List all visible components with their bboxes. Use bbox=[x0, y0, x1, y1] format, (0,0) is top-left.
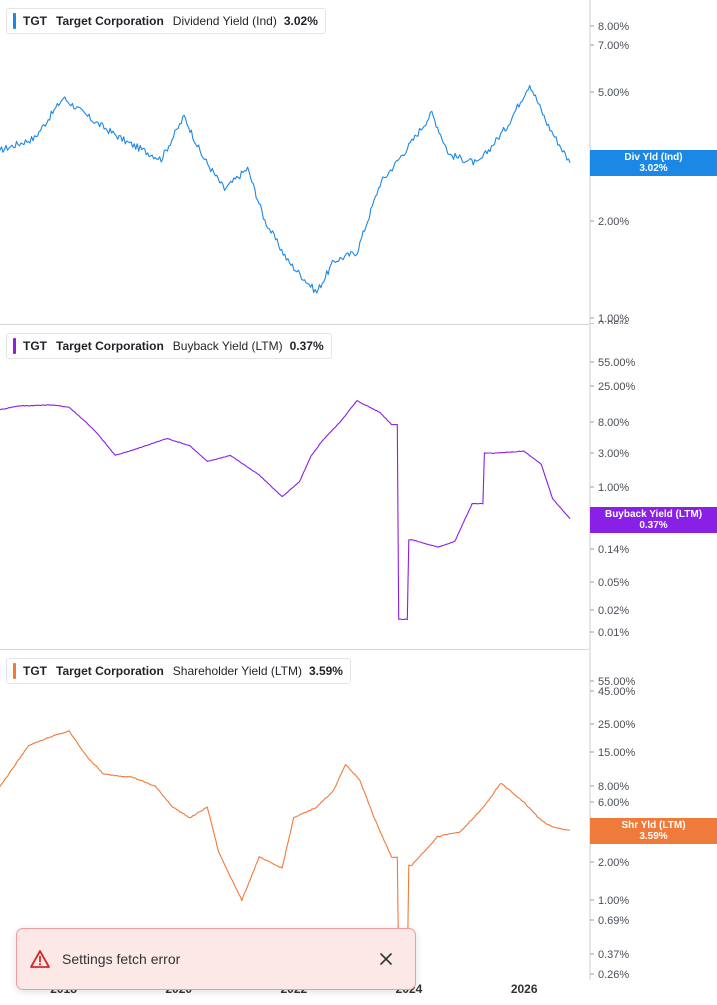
toast-message: Settings fetch error bbox=[62, 951, 181, 967]
legend-value: 0.37% bbox=[289, 339, 324, 353]
y-tick-label: 8.00% bbox=[598, 21, 629, 33]
shareholder-yield-panel: 55.00%45.00% 25.00% 15.00% 8.00% 6.00% 3.59% 2… bbox=[0, 650, 717, 980]
legend-metric: Dividend Yield (Ind) bbox=[172, 14, 277, 28]
y-tick-label: 0.37% bbox=[598, 949, 629, 961]
badge-value: 3.02% bbox=[639, 163, 668, 174]
legend-ticker: TGT bbox=[23, 339, 47, 353]
y-tick-label: 0.26% bbox=[598, 969, 629, 980]
y-tick-label: 0.69% bbox=[598, 915, 629, 927]
buyback-yield-chart: 55.00% 25.00% 8.00% 3.00% 1.00% 0.37% 0.14% 0.0… bbox=[0, 325, 636, 649]
dividend-yield-panel: 8.00% 7.00% 5.00% 3.02% 2.00% 1.00%0.96% TGT … bbox=[0, 0, 717, 324]
panel-divider bbox=[0, 324, 590, 325]
legend-company: Target Corporation bbox=[56, 339, 164, 353]
y-tick-label: 6.00% bbox=[598, 797, 629, 809]
warning-icon bbox=[30, 950, 50, 968]
legend-value: 3.02% bbox=[283, 14, 318, 28]
error-toast: Settings fetch error bbox=[16, 928, 416, 990]
shareholder-yield-badge: Shr Yld (LTM) 3.59% bbox=[590, 818, 717, 844]
legend-metric: Shareholder Yield (LTM) bbox=[172, 664, 302, 678]
badge-label: Shr Yld (LTM) bbox=[621, 820, 686, 831]
series-color-swatch bbox=[13, 663, 16, 679]
y-tick-label: 55.00% bbox=[598, 357, 636, 369]
y-tick-label: 8.00% bbox=[598, 417, 629, 429]
y-tick-label: 0.01% bbox=[598, 627, 629, 639]
y-tick-label: 0.14% bbox=[598, 544, 629, 556]
y-tick-label: 7.00% bbox=[598, 40, 629, 52]
badge-label: Div Yld (Ind) bbox=[624, 152, 683, 163]
badge-value: 0.37% bbox=[639, 520, 668, 531]
y-tick-label: 15.00% bbox=[598, 747, 636, 759]
legend-metric: Buyback Yield (LTM) bbox=[172, 339, 283, 353]
legend-ticker: TGT bbox=[23, 664, 47, 678]
series-line bbox=[0, 730, 571, 971]
shareholder-yield-chart: 55.00%45.00% 25.00% 15.00% 8.00% 6.00% 3.59% 2… bbox=[0, 650, 636, 980]
y-tick-label: 8.00% bbox=[598, 781, 629, 793]
y-tick-label: 55.00% bbox=[598, 676, 636, 688]
y-tick-label: 45.00% bbox=[598, 686, 636, 698]
series-line bbox=[0, 400, 571, 621]
dividend-yield-badge: Div Yld (Ind) 3.02% bbox=[590, 150, 717, 176]
y-tick-label: 0.96% bbox=[598, 319, 629, 324]
badge-label: Buyback Yield (LTM) bbox=[604, 509, 703, 520]
y-tick-label: 25.00% bbox=[598, 719, 636, 731]
y-tick-label: 2.00% bbox=[598, 857, 629, 869]
series-color-swatch bbox=[13, 338, 16, 354]
y-tick-label: 0.05% bbox=[598, 577, 629, 589]
y-tick-label: 3.00% bbox=[598, 448, 629, 460]
panel-divider bbox=[0, 649, 590, 650]
buyback-yield-legend[interactable]: TGT Target Corporation Buyback Yield (LT… bbox=[6, 333, 332, 359]
badge-value: 3.59% bbox=[639, 831, 668, 842]
x-tick-label: 2026 bbox=[510, 982, 538, 996]
y-tick-label: 1.00% bbox=[598, 895, 629, 907]
buyback-yield-badge: Buyback Yield (LTM) 0.37% bbox=[590, 507, 717, 533]
series-line bbox=[0, 84, 571, 294]
legend-value: 3.59% bbox=[308, 664, 343, 678]
y-tick-label: 2.00% bbox=[598, 216, 629, 228]
series-color-swatch bbox=[13, 13, 16, 29]
shareholder-yield-legend[interactable]: TGT Target Corporation Shareholder Yield… bbox=[6, 658, 351, 684]
y-tick-label: 25.00% bbox=[598, 381, 636, 393]
legend-ticker: TGT bbox=[23, 14, 47, 28]
close-toast-button[interactable] bbox=[371, 944, 401, 974]
legend-company: Target Corporation bbox=[56, 664, 164, 678]
y-tick-label: 5.00% bbox=[598, 87, 629, 99]
y-tick-label: 1.00% bbox=[598, 313, 629, 324]
y-tick-label: 0.02% bbox=[598, 605, 629, 617]
legend-company: Target Corporation bbox=[56, 14, 164, 28]
close-icon bbox=[380, 953, 392, 965]
y-tick-label: 1.00% bbox=[598, 482, 629, 494]
buyback-yield-panel: 55.00% 25.00% 8.00% 3.00% 1.00% 0.37% 0.14% 0.0… bbox=[0, 325, 717, 649]
dividend-yield-legend[interactable]: TGT Target Corporation Dividend Yield (I… bbox=[6, 8, 326, 34]
